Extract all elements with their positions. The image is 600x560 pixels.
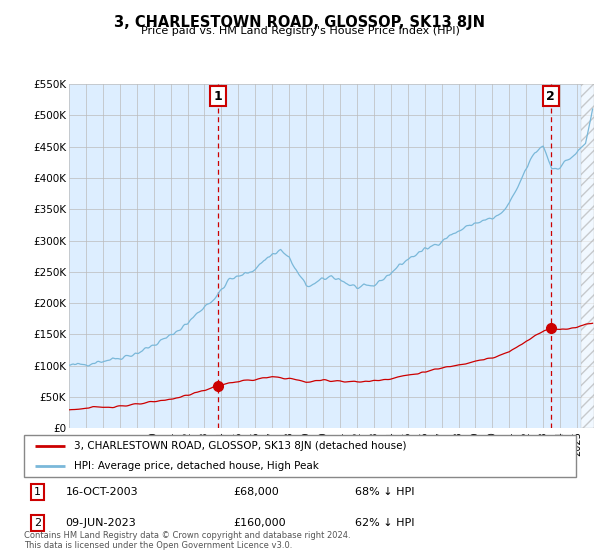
Text: 3, CHARLESTOWN ROAD, GLOSSOP, SK13 8JN (detached house): 3, CHARLESTOWN ROAD, GLOSSOP, SK13 8JN (… — [74, 441, 406, 451]
Text: Contains HM Land Registry data © Crown copyright and database right 2024.: Contains HM Land Registry data © Crown c… — [24, 531, 350, 540]
Text: 1: 1 — [214, 90, 222, 102]
Text: This data is licensed under the Open Government Licence v3.0.: This data is licensed under the Open Gov… — [24, 541, 292, 550]
Text: 2: 2 — [34, 518, 41, 528]
Text: 2: 2 — [546, 90, 555, 102]
Text: £160,000: £160,000 — [234, 518, 286, 528]
FancyBboxPatch shape — [24, 435, 576, 477]
Text: 62% ↓ HPI: 62% ↓ HPI — [355, 518, 415, 528]
Text: £68,000: £68,000 — [234, 487, 280, 497]
Text: Price paid vs. HM Land Registry's House Price Index (HPI): Price paid vs. HM Land Registry's House … — [140, 26, 460, 36]
Text: 09-JUN-2023: 09-JUN-2023 — [65, 518, 136, 528]
Text: 3, CHARLESTOWN ROAD, GLOSSOP, SK13 8JN: 3, CHARLESTOWN ROAD, GLOSSOP, SK13 8JN — [115, 15, 485, 30]
Text: 1: 1 — [34, 487, 41, 497]
Text: 68% ↓ HPI: 68% ↓ HPI — [355, 487, 415, 497]
Text: HPI: Average price, detached house, High Peak: HPI: Average price, detached house, High… — [74, 461, 319, 471]
Text: 16-OCT-2003: 16-OCT-2003 — [65, 487, 138, 497]
